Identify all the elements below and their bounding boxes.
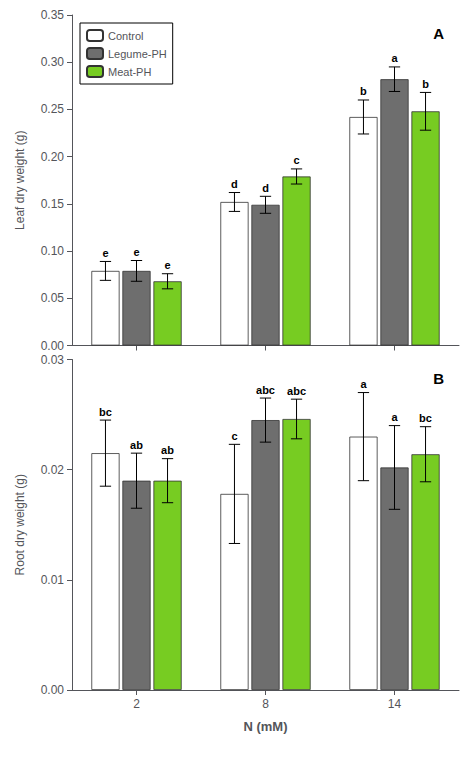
svg-text:0.10: 0.10 <box>41 244 65 258</box>
svg-text:0.03: 0.03 <box>41 353 65 367</box>
svg-text:b: b <box>360 85 367 97</box>
svg-text:Control: Control <box>108 30 143 42</box>
svg-text:0.20: 0.20 <box>41 150 65 164</box>
svg-text:0.15: 0.15 <box>41 197 65 211</box>
svg-text:Leaf dry weight (g): Leaf dry weight (g) <box>13 131 27 230</box>
svg-text:0.00: 0.00 <box>41 683 65 697</box>
svg-text:e: e <box>164 259 170 271</box>
svg-text:abc: abc <box>287 385 306 397</box>
svg-text:A: A <box>433 25 444 42</box>
svg-text:a: a <box>391 411 398 423</box>
svg-text:0.02: 0.02 <box>41 463 65 477</box>
svg-text:8: 8 <box>262 697 269 711</box>
svg-text:c: c <box>231 430 237 442</box>
svg-text:14: 14 <box>388 697 402 711</box>
svg-text:ab: ab <box>130 439 143 451</box>
svg-text:Root dry weight (g): Root dry weight (g) <box>13 474 27 575</box>
svg-text:bc: bc <box>419 412 432 424</box>
svg-text:Meat-PH: Meat-PH <box>108 66 151 78</box>
svg-text:0.35: 0.35 <box>41 8 65 22</box>
svg-text:e: e <box>133 246 139 258</box>
svg-text:ab: ab <box>161 444 174 456</box>
svg-text:0.01: 0.01 <box>41 573 65 587</box>
svg-text:0.05: 0.05 <box>41 291 65 305</box>
svg-text:d: d <box>262 182 269 194</box>
svg-text:a: a <box>391 52 398 64</box>
svg-text:c: c <box>293 154 299 166</box>
svg-text:N (mM): N (mM) <box>243 719 287 734</box>
svg-text:a: a <box>360 378 367 390</box>
svg-text:B: B <box>433 370 444 387</box>
svg-text:bc: bc <box>99 406 112 418</box>
svg-text:0.30: 0.30 <box>41 55 65 69</box>
svg-text:e: e <box>102 247 108 259</box>
svg-text:0.25: 0.25 <box>41 102 65 116</box>
svg-text:d: d <box>231 178 238 190</box>
svg-text:0.00: 0.00 <box>41 339 65 353</box>
svg-text:abc: abc <box>256 384 275 396</box>
svg-text:b: b <box>422 78 429 90</box>
svg-text:Legume-PH: Legume-PH <box>108 48 167 60</box>
svg-text:2: 2 <box>133 697 140 711</box>
